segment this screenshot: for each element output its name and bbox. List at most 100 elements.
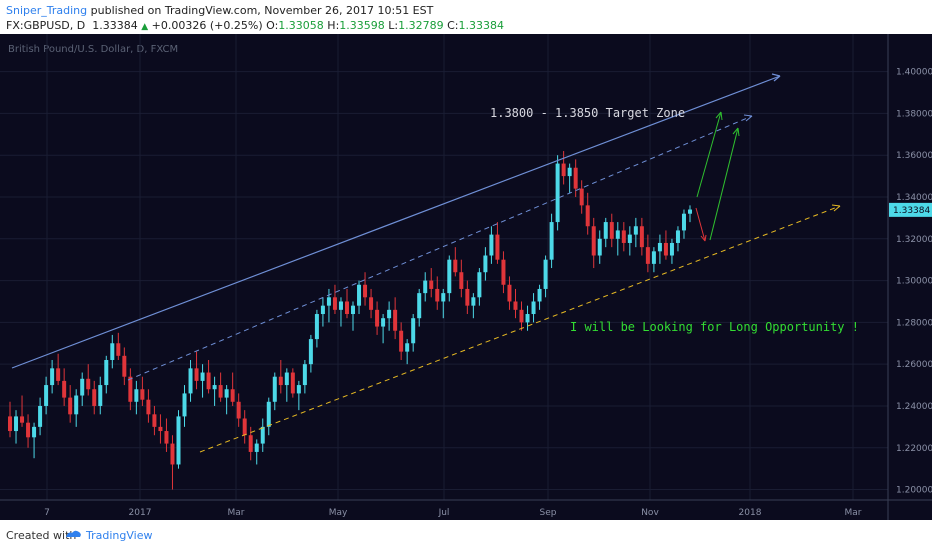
candle-body [182, 393, 187, 417]
high-value: 1.33598 [339, 19, 385, 32]
pullback-projection-line [695, 207, 706, 242]
candle-body [314, 314, 319, 340]
candle-body [453, 259, 458, 273]
x-tick-label: Mar [228, 508, 245, 518]
y-tick-label: 1.40000 [896, 68, 932, 78]
long-opportunity-annotation: I will be Looking for Long Opportunity ! [570, 320, 859, 334]
candle-body [669, 242, 674, 256]
candle-body [405, 343, 410, 352]
candle-body [272, 376, 277, 402]
candle-body [351, 305, 356, 315]
candle-body [579, 188, 584, 206]
candle-body [140, 389, 145, 400]
target-zone-annotation: 1.3800 - 1.3850 Target Zone [490, 106, 685, 120]
open-label: O: [266, 19, 279, 32]
y-tick-label: 1.36000 [896, 151, 932, 161]
x-tick-label: May [329, 508, 348, 518]
y-tick-label: 1.34000 [896, 193, 932, 203]
candle-body [387, 309, 392, 319]
candle-body [296, 385, 301, 394]
candle-body [393, 309, 398, 331]
candle-body [639, 226, 644, 248]
candle-body [531, 301, 536, 315]
candle-body [236, 401, 241, 419]
y-tick-label: 1.32000 [896, 235, 932, 245]
chart-area[interactable]: British Pound/U.S. Dollar, D, FXCM 1.400… [0, 34, 932, 520]
candle-body [26, 422, 31, 438]
candle-body [212, 385, 217, 390]
candle-body [645, 247, 650, 264]
candle-body [411, 318, 416, 344]
x-tick-label: 2017 [129, 508, 152, 518]
candle-body [675, 230, 680, 243]
y-tick-label: 1.24000 [896, 402, 932, 412]
candle-body [254, 443, 259, 452]
candle-body [68, 397, 73, 415]
lower-channel-arrow-icon [831, 204, 841, 212]
candle-body [483, 255, 488, 273]
candle-body [441, 293, 446, 302]
candle-body [369, 297, 374, 310]
candle-body [116, 343, 121, 356]
candlestick-chart[interactable]: 1.40000 1.38000 1.36000 1.34000 1.32000 1.300… [0, 34, 932, 520]
close-value: 1.33384 [458, 19, 505, 32]
candle-body [465, 288, 470, 306]
candle-body [98, 385, 103, 406]
candle-body [681, 213, 686, 231]
candle-body [86, 378, 91, 390]
candle-body [134, 389, 139, 402]
candle-body [20, 416, 25, 423]
x-tick-label: Jul [438, 508, 450, 518]
price-tag-box [889, 202, 932, 217]
upper-channel-arrow-icon [771, 73, 781, 82]
candle-body [561, 163, 566, 177]
published-text: published on TradingView.com, November 2… [90, 4, 434, 17]
price-tag-label: 1.33384 [893, 206, 930, 216]
candle-body [688, 209, 692, 214]
candle-body [543, 259, 548, 289]
candle-body [627, 234, 632, 243]
candle-body [435, 288, 440, 302]
candle-body [8, 416, 12, 432]
candle-body [471, 297, 476, 306]
x-tick-label: 2018 [739, 508, 762, 518]
tradingview-brand-link[interactable]: TradingView [86, 529, 153, 542]
upper-channel-line [11, 75, 781, 369]
candle-body [375, 309, 380, 327]
candle-body [194, 368, 199, 381]
up-arrow-icon: ▲ [141, 22, 149, 32]
candle-body [603, 222, 608, 239]
candle-body [399, 330, 404, 352]
candle-body [50, 368, 55, 386]
candle-body [519, 309, 524, 323]
candle-body [537, 288, 542, 302]
candle-body [248, 435, 253, 452]
candle-body [278, 376, 283, 386]
candle-body [597, 238, 602, 256]
candle-body [302, 364, 307, 386]
lower-channel-dashed-line [199, 205, 841, 453]
candle-body [573, 167, 578, 189]
candle-body [423, 280, 428, 294]
author-link[interactable]: Sniper_Trading [6, 4, 88, 17]
low-value: 1.32789 [398, 19, 444, 32]
candle-body [657, 242, 662, 252]
candle-body [501, 259, 506, 285]
candle-body [326, 297, 331, 306]
candle-body [74, 395, 79, 415]
y-tick-label: 1.28000 [896, 318, 932, 328]
candle-body [489, 234, 494, 256]
candle-body [651, 251, 656, 264]
candle-body [128, 376, 133, 402]
publish-header: Sniper_Trading published on TradingView.… [0, 0, 932, 34]
candle-body [44, 385, 49, 406]
projection-line-2 [709, 127, 739, 241]
x-tick-label: Nov [641, 508, 659, 518]
candle-body [555, 163, 560, 223]
y-tick-label: 1.22000 [896, 444, 932, 454]
candle-body [591, 226, 596, 256]
change-value: +0.00326 (+0.25%) [151, 19, 263, 32]
y-tick-label: 1.20000 [896, 486, 932, 496]
candle-body [80, 378, 85, 396]
candle-body [92, 389, 97, 406]
